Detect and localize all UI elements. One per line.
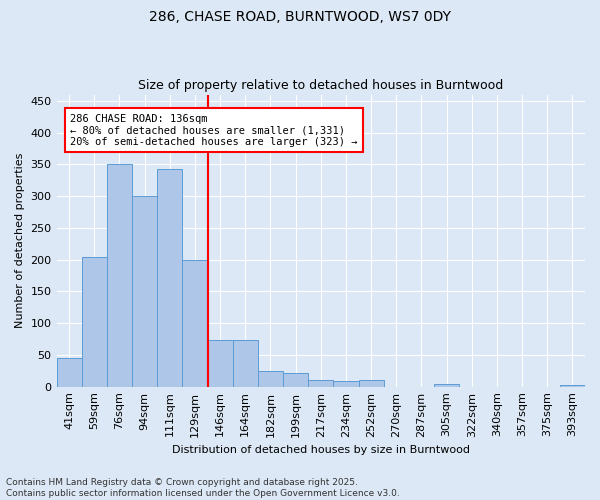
Text: 286, CHASE ROAD, BURNTWOOD, WS7 0DY: 286, CHASE ROAD, BURNTWOOD, WS7 0DY (149, 10, 451, 24)
Bar (132, 196, 157, 386)
Bar (258, 372, 283, 386)
Text: 286 CHASE ROAD: 136sqm
← 80% of detached houses are smaller (1,331)
20% of semi-: 286 CHASE ROAD: 136sqm ← 80% of detached… (70, 114, 358, 147)
Title: Size of property relative to detached houses in Burntwood: Size of property relative to detached ho… (138, 79, 503, 92)
Bar (308, 380, 334, 386)
Bar (157, 169, 182, 386)
Y-axis label: Number of detached properties: Number of detached properties (15, 153, 25, 328)
Bar (283, 374, 308, 386)
Bar (56, 358, 82, 386)
Bar (208, 340, 233, 386)
Bar (359, 380, 383, 386)
Text: Contains HM Land Registry data © Crown copyright and database right 2025.
Contai: Contains HM Land Registry data © Crown c… (6, 478, 400, 498)
Bar (82, 257, 107, 386)
Bar (182, 260, 208, 386)
Bar (107, 164, 132, 386)
Bar (334, 381, 359, 386)
X-axis label: Distribution of detached houses by size in Burntwood: Distribution of detached houses by size … (172, 445, 470, 455)
Bar (233, 340, 258, 386)
Bar (434, 384, 459, 386)
